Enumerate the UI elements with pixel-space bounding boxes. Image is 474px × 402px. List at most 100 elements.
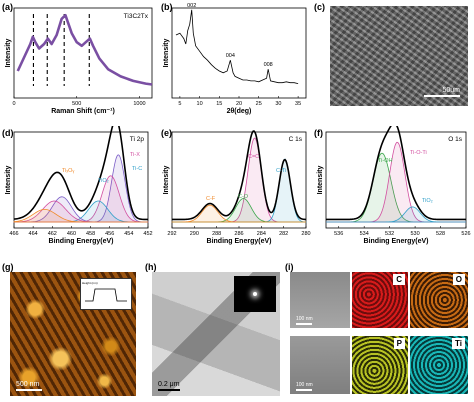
y-axis-label: Intensity <box>163 39 170 68</box>
xps-component-label: C-F <box>206 196 216 202</box>
panel-label-d: (d) <box>2 128 14 138</box>
xps-ti2p-chart: 466 464 462 460 458 456 454 452 Binding Energy(e… <box>5 126 153 245</box>
eds-label-o: O <box>452 274 465 285</box>
x-tick-label: 20 <box>236 101 242 107</box>
plot-frame <box>13 7 153 99</box>
panel-label-f: (f) <box>314 128 323 138</box>
x-tick-label: 458 <box>86 231 95 237</box>
plot-frame <box>13 131 149 229</box>
x-tick-label: 30 <box>275 101 281 107</box>
x-tick-label: 460 <box>67 231 76 237</box>
xrd-chart: 5 10 15 20 25 30 35 2θ(deg) Intensity 002 004 008 <box>163 3 307 115</box>
xrd-peak-label: 008 <box>264 62 273 68</box>
x-tick-label: 35 <box>295 101 301 107</box>
x-tick-label: 464 <box>29 231 38 237</box>
saed-inset <box>234 276 276 312</box>
xps-o1s-chart: 536 534 532 530 528 526 Binding Energy(eV) Inte… <box>317 126 471 245</box>
x-tick-label: 0 <box>12 101 15 107</box>
x-tick-label: 462 <box>48 231 57 237</box>
eds-map-p: P <box>352 336 408 394</box>
sem-scale-label: 50um <box>442 87 460 94</box>
eds-sem-2: 100 nm <box>290 336 350 394</box>
xps-component-label: TiₓOᵧ <box>62 168 74 174</box>
panel-label-h: (h) <box>145 262 157 272</box>
saed-center-spot <box>253 292 257 296</box>
xps-title: Ti 2p <box>130 136 145 143</box>
xps-component-label: C=C <box>248 154 259 160</box>
x-tick-label: 452 <box>143 231 152 237</box>
xps-c1s-chart: 292 290 288 286 284 282 280 Binding Energy(eV) I… <box>163 130 311 245</box>
x-axis-label: Binding Energy(eV) <box>49 238 114 245</box>
xps-component-label: Ti-OH <box>378 158 392 164</box>
eds-map-c: C <box>352 272 408 328</box>
x-tick-label: 10 <box>197 101 203 107</box>
x-tick-label: 466 <box>9 231 18 237</box>
xrd-peak-label: 002 <box>187 3 196 9</box>
xps-component-label: Ti-C <box>132 166 142 172</box>
x-tick-label: 292 <box>167 231 176 237</box>
panel-label-c: (c) <box>314 2 325 12</box>
eds-scale-2: 100 nm <box>296 382 313 388</box>
x-axis-label: 2θ(deg) <box>227 108 252 115</box>
afm-image: Height (nm) 500 nm <box>10 272 136 396</box>
x-tick-label: 528 <box>436 231 445 237</box>
panel-label-e: (e) <box>161 128 172 138</box>
y-axis-label: Intensity <box>5 39 12 68</box>
xps-component-label: TiO₂ <box>422 198 433 204</box>
raman-chart: 0 500 1000 Raman Shift (cm⁻¹) Intensity Ti3C2… <box>5 7 153 115</box>
x-tick-label: 282 <box>279 231 288 237</box>
x-tick-label: 530 <box>410 231 419 237</box>
x-tick-label: 284 <box>257 231 266 237</box>
eds-label-c: C <box>393 274 405 285</box>
chart-a-title: Ti3C2Tx <box>124 13 149 20</box>
eds-map-ti: Ti <box>410 336 468 394</box>
x-tick-label: 286 <box>234 231 243 237</box>
x-tick-label: 288 <box>212 231 221 237</box>
panel-label-b: (b) <box>161 2 173 12</box>
y-axis-label: Intensity <box>5 166 12 195</box>
xps-raw-spectrum <box>326 126 466 221</box>
panel-label-i: (i) <box>285 262 294 272</box>
panel-label-g: (g) <box>2 262 14 272</box>
eds-label-p: P <box>393 338 405 349</box>
afm-height-profile <box>85 288 127 302</box>
sem-scale-bar <box>424 95 460 97</box>
xrd-peak-label: 004 <box>226 53 235 59</box>
fit-peak-curve <box>326 206 466 223</box>
fit-peak-curve <box>171 204 306 223</box>
xps-component-label: Ti-O-Ti <box>410 150 427 156</box>
x-tick-label: 290 <box>190 231 199 237</box>
x-tick-label: 526 <box>461 231 470 237</box>
afm-inset-label: Height (nm) <box>82 281 98 285</box>
afm-scale-label: 500 nm <box>16 381 40 388</box>
x-tick-label: 454 <box>124 231 133 237</box>
x-tick-label: 456 <box>105 231 114 237</box>
y-axis-label: Intensity <box>317 166 324 195</box>
sem-image: 50um <box>330 6 468 106</box>
xrd-pattern-line <box>175 9 299 84</box>
y-axis-label: Intensity <box>163 166 170 195</box>
tem-image: 0.2 μm <box>152 272 280 396</box>
x-tick-label: 536 <box>334 231 343 237</box>
x-tick-label: 15 <box>216 101 222 107</box>
xps-component-label: C-O <box>238 194 249 200</box>
x-axis-label: Raman Shift (cm⁻¹) <box>51 108 115 115</box>
x-tick-label: 534 <box>360 231 369 237</box>
tem-scale-bar <box>158 389 180 391</box>
plot-frame <box>325 131 467 229</box>
x-tick-label: 532 <box>385 231 394 237</box>
xps-component-label: TiO₂ <box>98 178 109 184</box>
xps-component-label: C-Ti <box>276 168 286 174</box>
x-tick-label: 500 <box>72 101 81 107</box>
x-tick-label: 1000 <box>133 101 145 107</box>
eds-scale-1: 100 nm <box>296 316 313 322</box>
x-tick-label: 25 <box>256 101 262 107</box>
x-tick-label: 280 <box>301 231 310 237</box>
fit-peak-curve <box>13 209 148 223</box>
eds-map-o: O <box>410 272 468 328</box>
panel-label-a: (a) <box>2 2 13 12</box>
eds-label-ti: Ti <box>452 338 465 349</box>
fit-peak-curve <box>326 141 466 223</box>
raman-spectrum-line <box>16 13 153 86</box>
xps-raw-spectrum <box>171 130 307 221</box>
